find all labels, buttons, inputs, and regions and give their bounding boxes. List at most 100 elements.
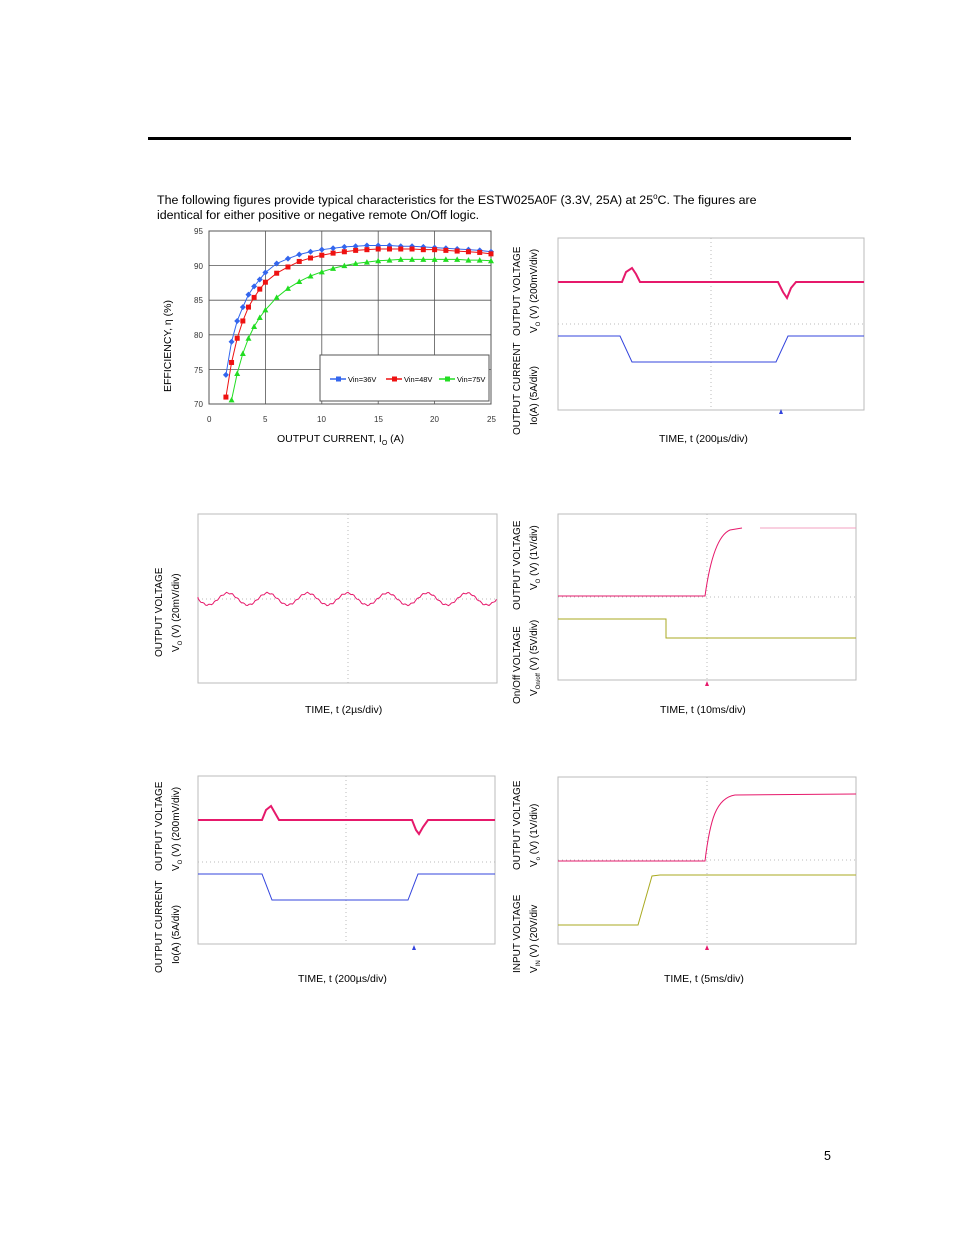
data-point-series-2 bbox=[420, 247, 426, 253]
y-tick: 75 bbox=[194, 366, 203, 375]
fig4-ylabel-voltage-unit: VO (V) (1V/div) bbox=[529, 525, 542, 590]
fig2-ylabel-current: OUTPUT CURRENT bbox=[512, 342, 523, 435]
data-point-series-2 bbox=[465, 249, 471, 255]
scope-fig4 bbox=[557, 513, 857, 686]
data-point-series-3 bbox=[409, 256, 416, 262]
fig5-ylabel-current: OUTPUT CURRENT bbox=[154, 880, 165, 973]
data-point-series-3 bbox=[352, 260, 359, 267]
legend-marker bbox=[336, 376, 341, 382]
y-tick: 85 bbox=[194, 296, 203, 305]
data-point-series-3 bbox=[442, 256, 449, 262]
legend-label: Vin=36V bbox=[348, 375, 376, 384]
fig6-ylabel-voltage: OUTPUT VOLTAGE bbox=[512, 780, 523, 870]
data-point-series-2 bbox=[262, 279, 268, 285]
data-point-series-2 bbox=[432, 247, 438, 253]
fig3-ylabel-voltage: OUTPUT VOLTAGE bbox=[154, 567, 165, 657]
intro-line1-end: C. The figures are bbox=[657, 193, 757, 208]
data-point-series-2 bbox=[477, 249, 483, 255]
series-line-2 bbox=[225, 248, 492, 398]
data-point-series-1 bbox=[330, 245, 337, 252]
y-tick: 90 bbox=[194, 262, 203, 271]
x-tick: 15 bbox=[374, 415, 383, 424]
efficiency-xlabel: OUTPUT CURRENT, IO (A) bbox=[277, 433, 404, 447]
data-point-series-3 bbox=[284, 285, 291, 291]
header-rule bbox=[148, 137, 851, 140]
data-point-series-2 bbox=[386, 246, 392, 252]
page-number: 5 bbox=[824, 1149, 831, 1163]
fig5-ylabel-current-unit: Io(A) (5A/div) bbox=[171, 905, 182, 964]
voltage-trace bbox=[198, 804, 495, 836]
series-layer bbox=[222, 242, 494, 403]
data-point-series-1 bbox=[352, 243, 359, 250]
data-point-series-3 bbox=[318, 268, 325, 275]
data-point-series-3 bbox=[454, 256, 461, 262]
data-point-series-2 bbox=[285, 264, 291, 270]
fig5-xlabel: TIME, t (200µs/div) bbox=[298, 973, 387, 985]
data-point-series-3 bbox=[375, 257, 382, 264]
x-tick: 20 bbox=[430, 415, 439, 424]
onoff-trace bbox=[558, 618, 856, 639]
intro-text: The following figures provide typical ch… bbox=[157, 189, 847, 223]
fig6-ylabel-input-unit: VIN (V) (20V/div bbox=[529, 904, 542, 973]
x-tick: 0 bbox=[207, 415, 212, 424]
efficiency-xlabel-text: OUTPUT CURRENT, I bbox=[277, 433, 382, 445]
current-trace bbox=[558, 335, 864, 363]
scope-fig5 bbox=[197, 775, 496, 950]
data-point-series-2 bbox=[409, 246, 415, 252]
data-point-series-3 bbox=[262, 306, 269, 313]
legend-label: Vin=75V bbox=[457, 375, 485, 384]
data-point-series-2 bbox=[398, 246, 404, 252]
fig2-ylabel-current-unit: Io(A) (5A/div) bbox=[529, 366, 540, 425]
efficiency-xlabel-sub: O bbox=[381, 440, 388, 448]
data-point-series-3 bbox=[256, 314, 263, 320]
data-point-series-3 bbox=[363, 259, 370, 265]
vo-trace bbox=[558, 793, 857, 862]
data-point-series-3 bbox=[431, 256, 438, 262]
data-point-series-1 bbox=[245, 291, 252, 298]
data-point-series-3 bbox=[234, 370, 241, 377]
data-point-series-2 bbox=[353, 247, 359, 253]
data-point-series-1 bbox=[341, 243, 348, 250]
legend-label: Vin=48V bbox=[404, 375, 432, 384]
fig4-ylabel-onoff: On/Off VOLTAGE bbox=[512, 626, 523, 704]
series-line-1 bbox=[225, 245, 492, 376]
data-point-series-1 bbox=[251, 283, 258, 290]
data-point-series-3 bbox=[251, 323, 258, 329]
fig2-ylabel-voltage-unit: VO (V) (200mV/div) bbox=[529, 248, 542, 333]
intro-sup: o bbox=[653, 192, 658, 201]
data-point-series-2 bbox=[234, 335, 240, 341]
data-point-series-2 bbox=[296, 258, 302, 264]
fig3-ylabel-voltage-unit: VO (V) (20mV/div) bbox=[171, 573, 184, 652]
fig2-xlabel: TIME, t (200µs/div) bbox=[659, 433, 748, 445]
data-point-series-2 bbox=[341, 249, 347, 255]
y-tick: 80 bbox=[194, 331, 203, 340]
ripple-trace bbox=[197, 591, 497, 607]
fig5-ylabel-voltage-unit: VO (V) (200mV/div) bbox=[171, 786, 184, 871]
data-point-series-3 bbox=[476, 257, 483, 263]
fig5-ylabel-voltage: OUTPUT VOLTAGE bbox=[154, 781, 165, 871]
data-point-series-2 bbox=[274, 270, 280, 276]
x-tick: 25 bbox=[487, 415, 496, 424]
vo-trace bbox=[558, 527, 743, 597]
data-point-series-2 bbox=[308, 255, 314, 261]
data-point-series-3 bbox=[296, 278, 303, 285]
data-point-series-1 bbox=[222, 371, 229, 378]
fig4-xlabel: TIME, t (10ms/div) bbox=[660, 704, 746, 716]
data-point-series-1 bbox=[307, 248, 314, 255]
data-point-series-1 bbox=[228, 338, 235, 345]
data-point-series-2 bbox=[229, 359, 235, 365]
legend-box bbox=[319, 354, 490, 402]
data-point-series-1 bbox=[284, 255, 291, 262]
data-point-series-2 bbox=[245, 304, 251, 310]
data-point-series-3 bbox=[488, 257, 494, 264]
data-point-series-3 bbox=[420, 256, 427, 262]
data-point-series-2 bbox=[330, 250, 336, 256]
data-point-series-1 bbox=[318, 246, 325, 253]
data-point-series-2 bbox=[443, 247, 449, 253]
data-point-series-3 bbox=[397, 256, 404, 262]
data-point-series-1 bbox=[273, 260, 280, 267]
data-point-series-1 bbox=[296, 251, 303, 258]
data-point-series-2 bbox=[454, 248, 460, 254]
